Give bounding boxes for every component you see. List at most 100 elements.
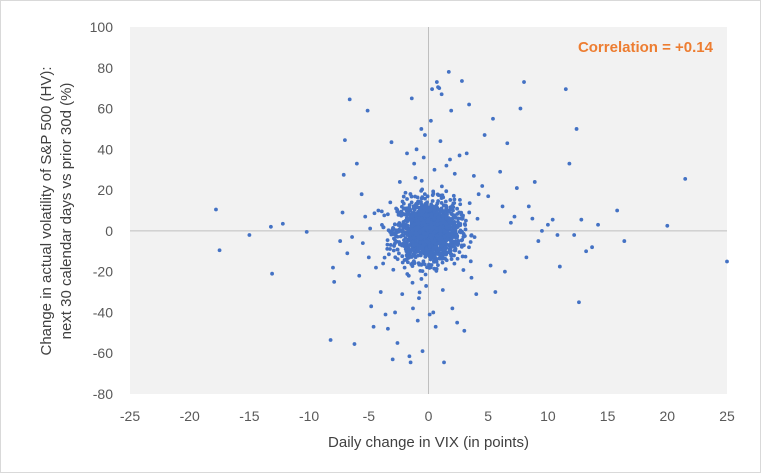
x-tick-label: -5 — [363, 408, 376, 424]
data-point — [415, 318, 420, 323]
data-point — [440, 218, 445, 222]
data-point — [449, 108, 454, 113]
data-point — [405, 223, 410, 228]
data-point — [546, 222, 550, 227]
data-point — [418, 269, 423, 273]
data-point — [385, 238, 390, 243]
data-point — [437, 86, 442, 91]
data-point — [388, 200, 393, 205]
y-tick-label: -60 — [93, 345, 113, 361]
data-point — [390, 229, 394, 234]
data-point — [442, 360, 446, 365]
data-point — [460, 238, 465, 242]
data-point — [433, 324, 438, 329]
x-tick-label: 20 — [660, 408, 676, 424]
data-point — [452, 214, 457, 218]
data-point — [408, 207, 413, 212]
data-point — [665, 223, 670, 228]
data-point — [428, 257, 433, 262]
data-point — [419, 277, 424, 281]
data-point — [444, 203, 449, 208]
data-point — [463, 227, 468, 232]
data-point — [436, 193, 441, 198]
data-point — [455, 320, 460, 325]
data-point — [532, 180, 537, 184]
data-point — [429, 235, 433, 240]
data-point — [424, 205, 429, 209]
data-point — [417, 221, 421, 225]
data-point — [376, 208, 381, 213]
data-point — [401, 201, 406, 206]
data-point — [393, 310, 397, 315]
data-point — [332, 279, 337, 284]
data-point — [395, 341, 400, 345]
data-point — [347, 97, 352, 102]
data-point — [414, 242, 418, 247]
data-point — [419, 127, 424, 131]
data-point — [350, 235, 354, 239]
data-point — [428, 251, 433, 256]
data-point — [412, 235, 416, 240]
data-point — [393, 255, 398, 260]
data-point — [683, 176, 688, 181]
data-point — [449, 257, 454, 261]
data-point — [430, 199, 435, 203]
data-point — [522, 80, 526, 84]
data-point — [405, 208, 410, 213]
data-point — [419, 235, 424, 240]
data-point — [436, 215, 441, 220]
data-point — [421, 261, 425, 266]
data-point — [428, 118, 433, 123]
data-point — [414, 205, 419, 210]
data-point — [435, 252, 440, 256]
data-point — [454, 235, 459, 240]
data-point — [401, 194, 406, 199]
data-point — [432, 221, 437, 226]
data-point — [407, 217, 412, 222]
data-point — [447, 220, 452, 225]
data-point — [460, 216, 465, 220]
data-point — [524, 255, 529, 260]
y-tick-labels: -80 -60 -40 -20 0 20 40 60 80 100 — [90, 19, 114, 402]
data-point — [422, 192, 427, 197]
data-point — [423, 231, 427, 236]
data-point — [440, 213, 445, 218]
data-point — [475, 216, 480, 221]
data-point — [457, 153, 462, 158]
data-point — [508, 220, 513, 225]
data-point — [448, 198, 453, 202]
data-point — [457, 210, 462, 215]
data-point — [438, 221, 443, 226]
data-point — [431, 189, 436, 194]
data-point — [443, 256, 448, 261]
data-point — [444, 206, 449, 211]
data-point — [409, 214, 414, 219]
data-point — [419, 251, 423, 255]
data-point — [407, 255, 411, 260]
data-point — [450, 205, 455, 209]
data-point — [415, 218, 419, 223]
data-point — [391, 248, 396, 253]
data-point — [432, 266, 437, 271]
data-point — [540, 228, 544, 233]
data-point — [563, 87, 568, 92]
data-point — [407, 354, 412, 359]
data-point — [432, 167, 437, 172]
data-point — [406, 273, 411, 278]
data-point — [413, 255, 418, 260]
data-point — [341, 172, 346, 177]
data-point — [421, 240, 426, 245]
data-points — [214, 69, 729, 365]
data-point — [456, 216, 461, 221]
data-point — [390, 357, 395, 362]
data-point — [360, 241, 365, 246]
data-point — [415, 195, 420, 200]
data-point — [417, 206, 422, 211]
data-point — [365, 108, 370, 113]
data-point — [452, 197, 457, 202]
data-point — [461, 268, 466, 272]
y-tick-label: 0 — [105, 223, 113, 239]
data-point — [435, 222, 440, 227]
data-point — [420, 349, 425, 354]
y-tick-label: 80 — [97, 60, 113, 76]
